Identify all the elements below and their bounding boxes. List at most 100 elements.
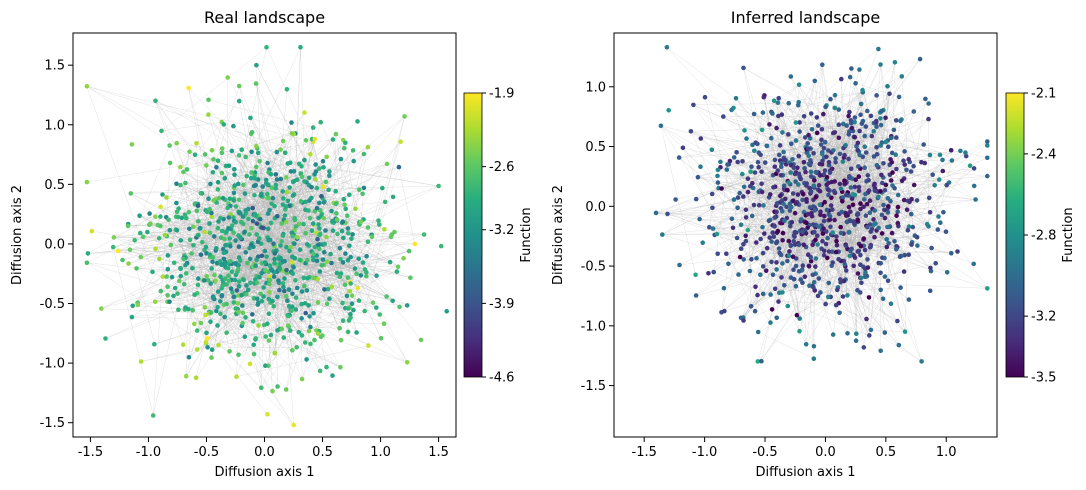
scatter-point — [365, 225, 371, 230]
scatter-point — [801, 114, 807, 119]
scatter-point — [805, 146, 811, 151]
scatter-point — [202, 152, 208, 157]
graph-edge — [870, 197, 930, 331]
graph-edge — [254, 187, 364, 196]
scatter-point — [127, 247, 133, 252]
graph-edge — [812, 230, 877, 287]
scatter-point — [84, 84, 90, 89]
scatter-point — [272, 260, 277, 266]
graph-edge — [697, 176, 905, 256]
graph-edge — [285, 133, 293, 210]
graph-edge — [965, 152, 988, 159]
scatter-point — [887, 91, 892, 97]
graph-edge — [761, 129, 791, 185]
scatter-point — [270, 298, 275, 304]
graph-edge — [200, 188, 276, 255]
scatter-point — [741, 257, 746, 262]
scatter-point — [209, 355, 214, 360]
colorbar-label: Function — [1061, 207, 1076, 262]
scatter-point — [265, 321, 270, 327]
scatter-point — [231, 215, 236, 220]
graph-edge — [188, 87, 226, 279]
scatter-point — [284, 87, 290, 92]
y-tick-label: -1.5 — [581, 379, 606, 394]
graph-edge — [220, 216, 278, 314]
graph-edge — [311, 139, 326, 244]
graph-edge — [239, 199, 391, 263]
scatter-point — [760, 224, 765, 230]
graph-edge — [176, 216, 368, 242]
scatter-point — [259, 385, 264, 391]
scatter-point — [158, 288, 164, 294]
scatter-point — [799, 217, 804, 222]
scatter-point — [793, 138, 799, 143]
graph-edge — [297, 220, 379, 238]
graph-edge — [798, 212, 931, 244]
scatter-point — [822, 168, 828, 173]
scatter-point — [263, 268, 268, 273]
graph-edge — [743, 210, 829, 260]
scatter-point — [268, 332, 274, 338]
scatter-point — [838, 279, 843, 285]
scatter-point — [257, 236, 262, 241]
scatter-point — [828, 96, 833, 102]
graph-edge — [218, 112, 305, 222]
graph-edge — [809, 69, 860, 225]
scatter-point — [232, 261, 238, 266]
scatter-point — [770, 111, 775, 116]
graph-edge — [196, 143, 199, 222]
scatter-point — [666, 108, 671, 113]
graph-edge — [210, 263, 225, 313]
scatter-point — [165, 284, 170, 290]
scatter-point — [806, 132, 811, 138]
scatter-point — [236, 181, 241, 187]
graph-edge — [782, 240, 872, 331]
graph-edge — [197, 205, 344, 263]
scatter-point — [266, 311, 272, 317]
scatter-point — [299, 333, 305, 338]
graph-edge — [733, 199, 807, 234]
scatter-point — [825, 235, 830, 241]
scatter-point — [881, 202, 886, 208]
graph-edge — [186, 218, 291, 331]
scatter-point — [245, 287, 251, 293]
scatter-point — [763, 268, 769, 274]
scatter-point — [872, 234, 877, 240]
scatter-point — [788, 223, 793, 229]
graph-edge — [778, 115, 855, 224]
graph-edge — [819, 175, 825, 203]
graph-edge — [782, 175, 816, 291]
scatter-point — [899, 178, 905, 184]
scatter-point — [885, 84, 890, 89]
scatter-point — [788, 170, 793, 175]
y-tick-label: 1.0 — [44, 118, 65, 133]
graph-edge — [751, 166, 897, 250]
graph-edge — [155, 293, 293, 303]
graph-edge — [771, 241, 833, 263]
scatter-point — [862, 274, 868, 280]
scatter-point — [729, 216, 735, 222]
scatter-point — [296, 330, 302, 335]
scatter-point — [269, 267, 274, 272]
points-layer — [84, 45, 450, 428]
scatter-point — [878, 116, 883, 121]
scatter-point — [837, 151, 843, 157]
graph-edge — [802, 265, 807, 345]
scatter-point — [345, 213, 350, 218]
graph-edge — [254, 219, 364, 265]
graph-edge — [199, 199, 240, 229]
graph-edge — [292, 47, 301, 257]
graph-edge — [310, 236, 373, 328]
graph-edge — [129, 249, 210, 255]
scatter-point — [818, 290, 823, 295]
scatter-point — [253, 164, 259, 170]
scatter-point — [351, 158, 357, 164]
graph-edge — [726, 126, 866, 170]
graph-edge — [243, 133, 293, 280]
graph-edge — [780, 105, 827, 161]
graph-edge — [196, 178, 225, 211]
scatter-point — [747, 268, 753, 274]
graph-edge — [788, 251, 958, 256]
graph-edge — [724, 154, 860, 312]
scatter-point — [271, 304, 277, 309]
